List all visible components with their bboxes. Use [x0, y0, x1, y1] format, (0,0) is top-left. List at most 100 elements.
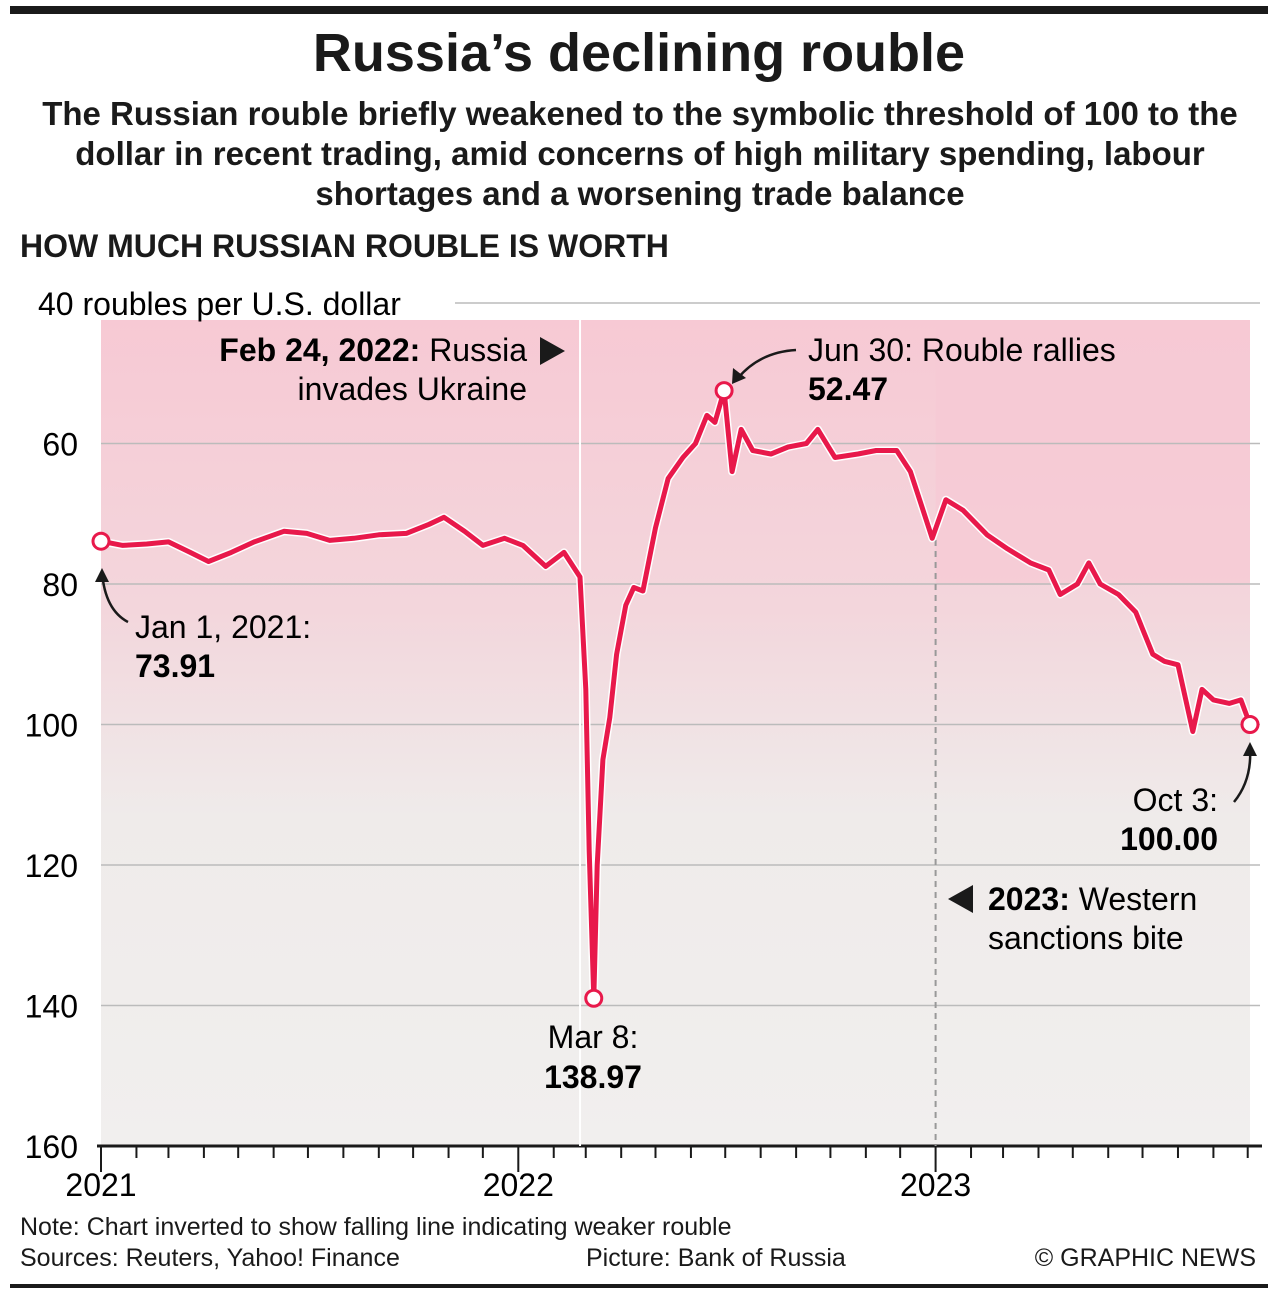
data-point — [921, 506, 923, 508]
y-tick-label: 40 roubles per U.S. dollar — [38, 286, 401, 322]
data-point — [585, 688, 587, 690]
x-tick-label: 2022 — [483, 1167, 554, 1203]
data-point — [1076, 583, 1078, 585]
data-point — [504, 537, 506, 539]
data-point — [602, 759, 604, 761]
y-tick-label: 80 — [42, 567, 78, 603]
annotation-label: Mar 8: — [548, 1019, 639, 1055]
data-point — [596, 864, 598, 866]
data-point — [787, 446, 789, 448]
arrowhead-icon — [732, 368, 746, 384]
data-point — [1135, 611, 1137, 613]
data-point — [682, 457, 684, 459]
data-point — [834, 457, 836, 459]
data-point — [770, 453, 772, 455]
data-point — [896, 450, 898, 452]
data-point — [1007, 548, 1009, 550]
y-tick-label: 140 — [25, 989, 78, 1025]
data-point — [378, 534, 380, 536]
data-point — [579, 576, 581, 578]
data-point — [817, 428, 819, 430]
annotation-marker — [584, 988, 604, 1008]
data-point — [695, 443, 697, 444]
y-tick-label: 160 — [25, 1129, 78, 1165]
data-point — [1192, 731, 1194, 733]
data-point — [464, 530, 466, 532]
data-point — [189, 551, 191, 553]
data-point — [167, 541, 169, 543]
chart-subtitle: The Russian rouble briefly weakened to t… — [42, 95, 1238, 212]
data-point — [1152, 653, 1154, 655]
data-point — [353, 537, 355, 539]
data-point — [253, 541, 255, 543]
data-point — [207, 561, 209, 563]
bottom-rule — [10, 1284, 1268, 1288]
annotation-marker — [714, 381, 734, 401]
data-point — [752, 450, 754, 452]
data-point — [588, 850, 590, 852]
data-point — [1228, 702, 1230, 704]
x-tick-label: 2023 — [900, 1167, 971, 1203]
annotation-value: 73.91 — [135, 648, 215, 684]
data-point — [654, 527, 656, 529]
data-point — [642, 590, 644, 592]
data-point — [443, 516, 445, 518]
data-point — [625, 604, 627, 606]
data-point — [805, 443, 807, 444]
chart-title: Russia’s declining rouble — [312, 23, 966, 83]
data-point — [428, 523, 430, 525]
annotation-marker — [91, 531, 111, 551]
data-point — [1048, 569, 1050, 571]
triangle-left-icon — [948, 885, 973, 913]
data-point — [1059, 594, 1061, 596]
shade-2023 — [935, 320, 1250, 585]
data-point — [931, 537, 933, 539]
data-point — [482, 544, 484, 546]
data-point — [945, 499, 947, 501]
event-label-sanctions-line2: sanctions bite — [988, 920, 1184, 956]
data-point — [986, 534, 988, 536]
data-point — [405, 532, 407, 534]
data-point — [1118, 594, 1120, 596]
data-point — [1201, 688, 1203, 690]
data-point — [667, 478, 669, 480]
y-tick-label: 100 — [25, 708, 78, 744]
annotation-value: 52.47 — [808, 371, 888, 407]
top-rule — [10, 6, 1268, 14]
data-point — [616, 653, 618, 655]
data-point — [522, 544, 524, 546]
data-point — [545, 565, 547, 567]
arrowhead-icon — [1243, 742, 1257, 756]
data-point — [1099, 583, 1101, 585]
event-label-invasion-line2: invades Ukraine — [298, 371, 527, 407]
data-point — [633, 587, 635, 589]
x-tick-label: 2021 — [65, 1167, 136, 1203]
arrowhead-icon — [95, 568, 109, 582]
sources: Sources: Reuters, Yahoo! Finance — [20, 1244, 400, 1272]
copyright: © GRAPHIC NEWS — [1034, 1244, 1256, 1272]
annotation-label: Jan 1, 2021: — [135, 609, 311, 645]
data-point — [329, 539, 331, 541]
data-point — [731, 471, 733, 473]
section-title: HOW MUCH RUSSIAN ROUBLE IS WORTH — [20, 228, 669, 264]
annotation-value: 100.00 — [1120, 821, 1218, 857]
data-point — [909, 471, 911, 473]
data-point — [1240, 699, 1242, 701]
data-point — [1029, 562, 1031, 564]
data-point — [1212, 699, 1214, 701]
data-point — [706, 414, 708, 416]
data-point — [962, 509, 964, 511]
note: Note: Chart inverted to show falling lin… — [20, 1213, 732, 1241]
data-point — [875, 450, 877, 452]
arrow-icon — [737, 348, 797, 379]
data-point — [563, 551, 565, 553]
data-point — [609, 716, 611, 718]
data-point — [283, 530, 285, 532]
data-point — [122, 544, 124, 546]
data-point — [1163, 660, 1165, 662]
annotation-label: Oct 3: — [1133, 782, 1218, 818]
triangle-right-icon — [540, 337, 565, 365]
event-label-sanctions: 2023: Western — [988, 881, 1197, 917]
